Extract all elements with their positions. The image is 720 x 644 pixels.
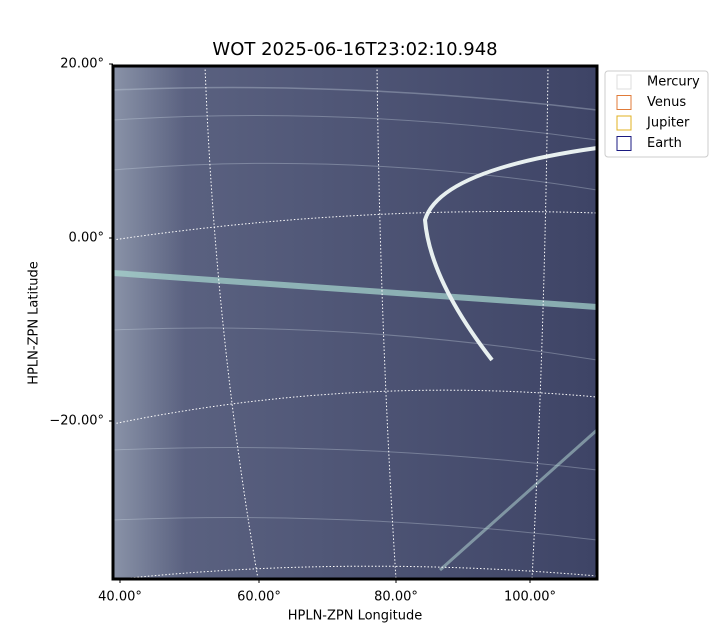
y-label: HPLN-ZPN Latitude <box>27 261 42 384</box>
legend: Mercury Venus Jupiter Earth <box>604 70 709 158</box>
ticks: 40.00° 60.00° 80.00° 100.00° 20.00° 0.00° −20.… <box>49 57 556 605</box>
y-tick-label: 20.00° <box>60 57 104 72</box>
x-tick-label: 100.00° <box>504 590 556 605</box>
x-tick-label: 80.00° <box>374 590 418 605</box>
legend-label: Jupiter <box>646 116 690 131</box>
legend-swatch <box>616 115 632 131</box>
x-label: HPLN-ZPN Longitude <box>288 609 423 624</box>
y-tick-label: 0.00° <box>69 231 104 246</box>
legend-label: Mercury <box>647 75 700 90</box>
image <box>111 64 599 581</box>
title: WOT 2025-06-16T23:02:10.948 <box>212 39 497 60</box>
legend-swatch <box>616 95 632 110</box>
legend-label: Earth <box>647 136 682 151</box>
legend-label: Venus <box>647 95 686 110</box>
x-tick-label: 40.00° <box>98 590 142 605</box>
x-tick-label: 60.00° <box>237 590 281 605</box>
legend-swatch <box>616 136 632 151</box>
legend-swatch <box>616 74 632 90</box>
y-tick-label: −20.00° <box>49 414 104 429</box>
